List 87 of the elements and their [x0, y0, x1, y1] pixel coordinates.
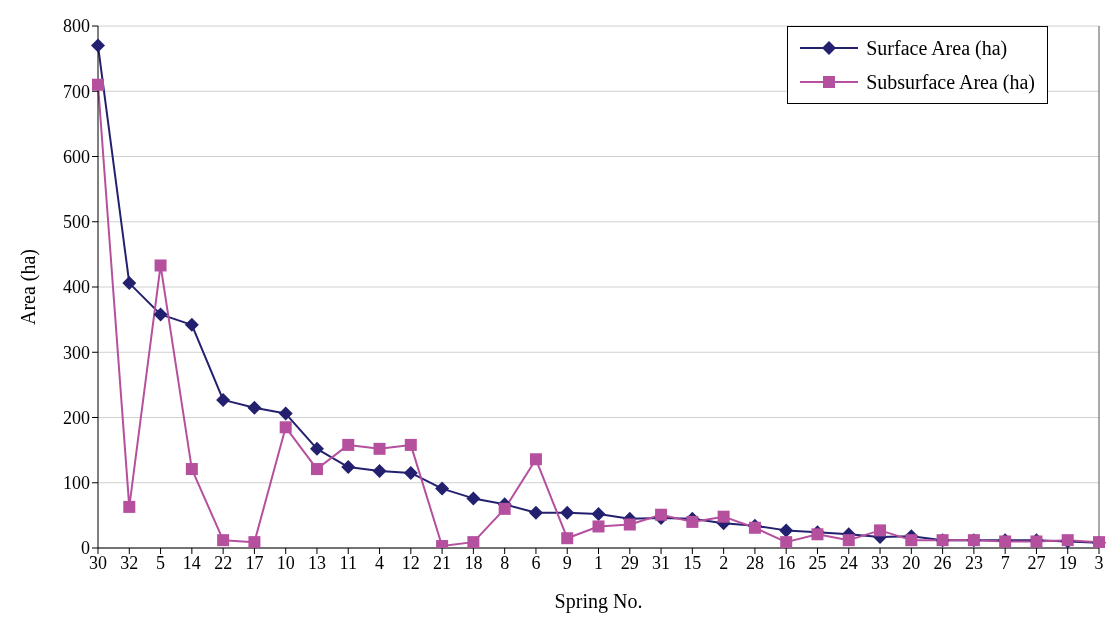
x-tick-label: 11: [339, 552, 357, 573]
point: [185, 463, 198, 476]
x-tick-label: 5: [156, 552, 166, 573]
point: [184, 317, 199, 332]
point: [435, 481, 450, 496]
point: [217, 534, 230, 547]
x-tick-label: 9: [562, 552, 572, 573]
x-tick-label: 29: [620, 552, 639, 573]
point: [655, 508, 668, 521]
x-tick-label: 21: [433, 552, 452, 573]
x-tick-label: 3: [1094, 552, 1104, 573]
y-tick-label: 500: [63, 212, 90, 233]
x-tick-label: 26: [933, 552, 952, 573]
point: [247, 400, 262, 415]
x-tick-label: 33: [871, 552, 890, 573]
x-tick-label: 30: [89, 552, 107, 573]
point: [560, 505, 575, 520]
point: [310, 463, 323, 476]
point: [279, 421, 292, 434]
point: [154, 259, 167, 272]
x-tick-label: 7: [1000, 552, 1010, 573]
y-tick-label: 800: [63, 16, 90, 37]
x-axis-title: Spring No.: [554, 590, 643, 613]
x-tick-label: 2: [719, 552, 729, 573]
y-tick-label: 300: [63, 342, 90, 363]
y-tick-label: 200: [63, 407, 90, 428]
point: [591, 507, 606, 522]
x-tick-label: 10: [276, 552, 295, 573]
y-tick-label: 400: [63, 277, 90, 298]
point: [529, 453, 542, 466]
point: [309, 441, 324, 456]
x-tick-label: 4: [375, 552, 385, 573]
legend-label: Subsurface Area (ha): [866, 70, 1035, 94]
point: [372, 464, 387, 479]
point: [466, 491, 481, 506]
x-tick-label: 14: [182, 552, 201, 573]
point: [842, 534, 855, 547]
y-axis-title: Area (ha): [17, 248, 41, 326]
point: [467, 536, 480, 548]
y-tick-label: 100: [63, 473, 90, 494]
y-tick-label: 0: [81, 538, 90, 559]
point: [278, 406, 293, 421]
point: [686, 515, 699, 528]
x-tick-label: 24: [839, 552, 858, 573]
x-tick-label: 18: [464, 552, 483, 573]
y-tick-label: 700: [63, 81, 90, 102]
point: [216, 392, 231, 407]
x-tick-label: 28: [745, 552, 764, 573]
x-tick-label: 23: [964, 552, 983, 573]
legend-label: Surface Area (ha): [866, 36, 1008, 60]
point: [717, 510, 730, 523]
x-tick-label: 25: [808, 552, 827, 573]
x-tick-label: 8: [500, 552, 510, 573]
y-tick-label: 600: [63, 146, 90, 167]
point: [623, 518, 636, 531]
point: [905, 534, 918, 547]
x-tick-label: 27: [1027, 552, 1046, 573]
point: [498, 502, 511, 515]
point: [153, 307, 168, 322]
point: [91, 38, 105, 53]
point: [780, 536, 793, 548]
point: [341, 460, 356, 475]
point: [779, 523, 794, 538]
x-tick-label: 15: [683, 552, 702, 573]
x-tick-label: 1: [594, 552, 603, 573]
point: [248, 536, 261, 548]
point: [404, 438, 417, 451]
x-tick-label: 20: [902, 552, 921, 573]
x-tick-label: 17: [245, 552, 264, 573]
x-tick-label: 19: [1058, 552, 1077, 573]
point: [561, 532, 574, 545]
point: [123, 500, 136, 513]
x-tick-label: 32: [120, 552, 139, 573]
x-tick-label: 12: [401, 552, 420, 573]
point: [342, 438, 355, 451]
x-tick-label: 6: [531, 552, 541, 573]
x-tick-label: 16: [777, 552, 796, 573]
point: [122, 276, 137, 291]
point: [373, 442, 386, 455]
x-tick-label: 22: [214, 552, 233, 573]
x-tick-label: 31: [652, 552, 671, 573]
x-tick-label: 13: [307, 552, 326, 573]
point: [874, 524, 887, 537]
point: [592, 520, 605, 533]
point: [403, 465, 418, 480]
point: [528, 505, 543, 520]
point: [92, 78, 104, 91]
